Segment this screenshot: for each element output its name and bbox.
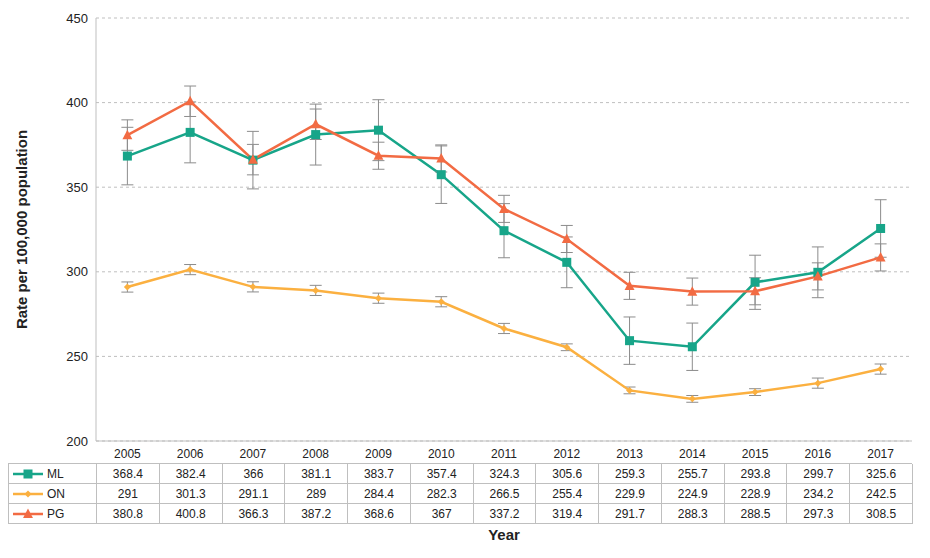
html-text:282.3: 282.3 xyxy=(426,486,457,501)
html-text:400.8: 400.8 xyxy=(175,506,206,521)
svg-text:2015: 2015 xyxy=(742,447,769,461)
html-text:288.5: 288.5 xyxy=(740,506,771,521)
svg-text:Rate per 100,000 population: Rate per 100,000 population xyxy=(13,130,30,329)
html-text:319.4: 319.4 xyxy=(552,506,583,521)
html-text:234.2: 234.2 xyxy=(803,486,834,501)
svg-text:2010: 2010 xyxy=(428,447,455,461)
html-text:297.3: 297.3 xyxy=(803,506,834,521)
svg-text:2009: 2009 xyxy=(365,447,392,461)
svg-text:250: 250 xyxy=(66,349,88,364)
html-text:299.7: 299.7 xyxy=(803,466,834,481)
html-text:337.2: 337.2 xyxy=(489,506,520,521)
html-text:229.9: 229.9 xyxy=(615,486,645,501)
svg-text:2006: 2006 xyxy=(177,447,204,461)
svg-text:2016: 2016 xyxy=(804,447,831,461)
html-text:325.6: 325.6 xyxy=(866,466,897,481)
html-text:387.2: 387.2 xyxy=(301,506,332,521)
html-text:255.4: 255.4 xyxy=(552,486,583,501)
svg-text:2008: 2008 xyxy=(302,447,329,461)
svg-text:2013: 2013 xyxy=(616,447,643,461)
html-text:367: 367 xyxy=(431,506,452,521)
html-text:357.4: 357.4 xyxy=(426,466,457,481)
svg-text:2014: 2014 xyxy=(679,447,706,461)
svg-text:350: 350 xyxy=(66,180,88,195)
html-text:289: 289 xyxy=(306,486,327,501)
svg-text:2011: 2011 xyxy=(491,447,517,461)
svg-text:200: 200 xyxy=(66,434,88,449)
html-text:368.6: 368.6 xyxy=(363,506,394,521)
html-text:291.7: 291.7 xyxy=(615,506,645,521)
html-text:382.4: 382.4 xyxy=(175,466,206,481)
html-text:291.1: 291.1 xyxy=(238,486,269,501)
html-text:305.6: 305.6 xyxy=(552,466,583,481)
html-text:380.8: 380.8 xyxy=(112,506,143,521)
html-text:288.3: 288.3 xyxy=(677,506,708,521)
svg-text:300: 300 xyxy=(66,264,88,279)
html-text:366.3: 366.3 xyxy=(238,506,269,521)
html-text:PG: PG xyxy=(47,506,65,521)
html-text:308.5: 308.5 xyxy=(866,506,897,521)
html-text:259.3: 259.3 xyxy=(615,466,645,481)
html-text:301.3: 301.3 xyxy=(175,486,206,501)
svg-text:450: 450 xyxy=(66,11,88,26)
html-text:324.3: 324.3 xyxy=(489,466,520,481)
html-text:255.7: 255.7 xyxy=(677,466,708,481)
svg-text:400: 400 xyxy=(66,95,88,110)
html-text:224.9: 224.9 xyxy=(677,486,708,501)
svg-text:2012: 2012 xyxy=(553,447,580,461)
svg-text:2017: 2017 xyxy=(867,447,894,461)
html-text:Year: Year xyxy=(488,526,520,543)
html-text:266.5: 266.5 xyxy=(489,486,520,501)
html-text:242.5: 242.5 xyxy=(866,486,897,501)
html-text:381.1: 381.1 xyxy=(301,466,332,481)
html-text:284.4: 284.4 xyxy=(363,486,394,501)
html-text:293.8: 293.8 xyxy=(740,466,771,481)
svg-text:2007: 2007 xyxy=(240,447,267,461)
svg-text:2005: 2005 xyxy=(114,447,141,461)
html-text:228.9: 228.9 xyxy=(740,486,771,501)
html-text:291: 291 xyxy=(117,486,138,501)
html-text:ML: ML xyxy=(47,466,64,481)
html-text:366: 366 xyxy=(243,466,264,481)
html-text:383.7: 383.7 xyxy=(363,466,394,481)
html-text:ON: ON xyxy=(47,486,65,501)
html-text:368.4: 368.4 xyxy=(112,466,143,481)
